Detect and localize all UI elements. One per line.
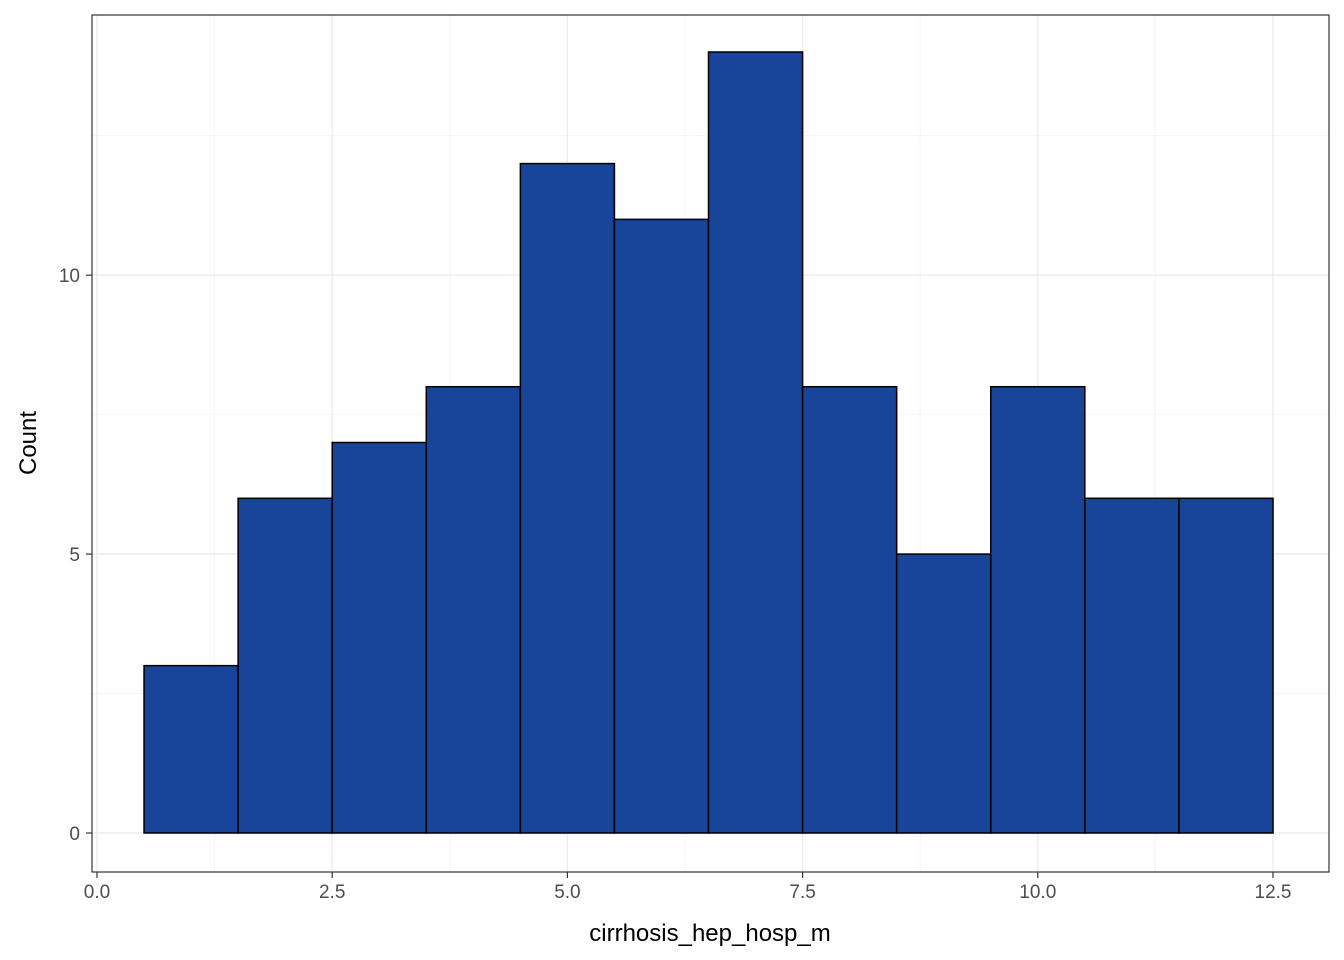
y-axis-title: Count bbox=[15, 411, 42, 475]
histogram-bar bbox=[1084, 497, 1180, 834]
y-tick-label: 0 bbox=[69, 824, 80, 845]
histogram-bars bbox=[143, 51, 1274, 834]
axis-ticks: 0.0 2.5 5.0 7.5 10.0 12.5 0 5 10 bbox=[59, 266, 1292, 903]
x-tick-label: 0.0 bbox=[84, 882, 110, 903]
y-tick-label: 10 bbox=[59, 266, 80, 287]
histogram-bar bbox=[143, 664, 239, 834]
histogram-bar bbox=[237, 497, 333, 834]
histogram-bar bbox=[895, 553, 992, 834]
histogram-bar bbox=[1178, 497, 1274, 834]
x-tick-label: 10.0 bbox=[1019, 882, 1056, 903]
histogram-bar bbox=[990, 385, 1086, 834]
histogram-bar bbox=[519, 162, 616, 834]
panel-border bbox=[91, 14, 1330, 873]
histogram-bar bbox=[801, 385, 898, 834]
histogram-bar bbox=[331, 441, 428, 834]
histogram-bar bbox=[707, 51, 804, 834]
x-tick-label: 2.5 bbox=[319, 882, 345, 903]
histogram-bar bbox=[425, 385, 522, 834]
histogram-bar bbox=[613, 218, 710, 834]
y-tick-label: 5 bbox=[69, 545, 80, 566]
x-tick-label: 12.5 bbox=[1255, 882, 1292, 903]
x-tick-label: 7.5 bbox=[789, 882, 815, 903]
x-tick-label: 5.0 bbox=[554, 882, 580, 903]
x-axis-title: cirrhosis_hep_hosp_m bbox=[589, 920, 830, 947]
